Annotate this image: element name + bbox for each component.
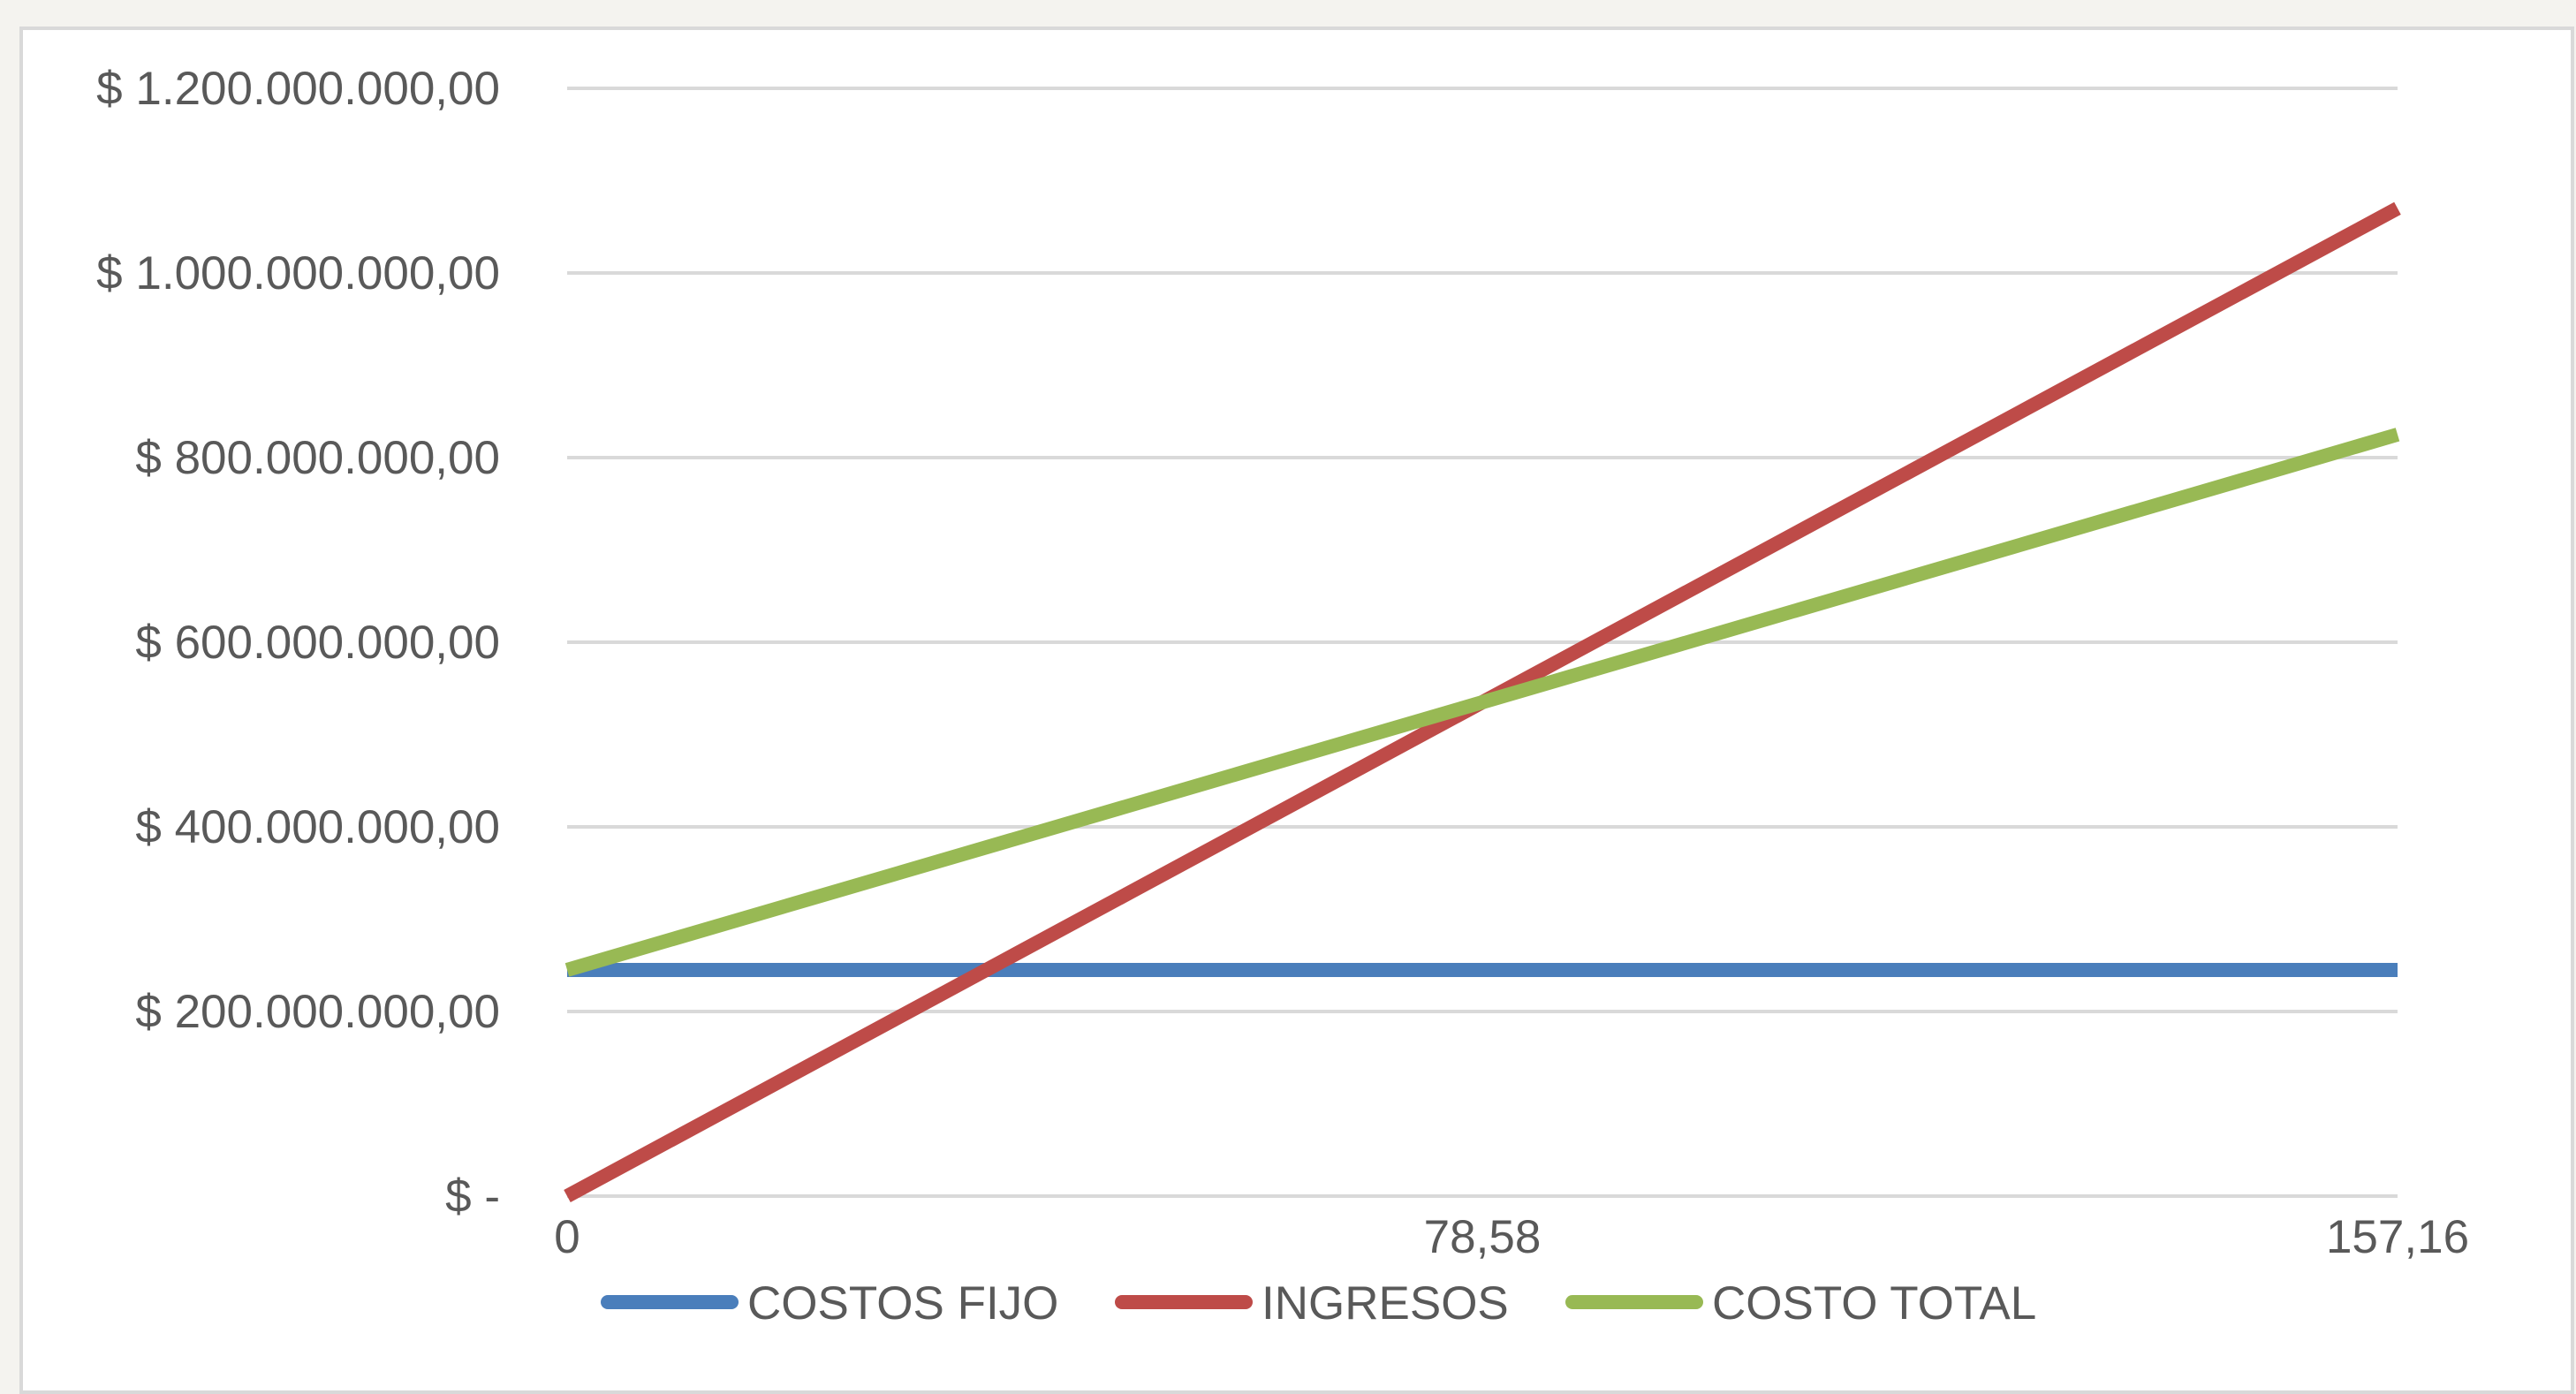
y-tick-label: $ 600.000.000,00 [135, 617, 500, 669]
x-tick-label: 0 [554, 1211, 580, 1263]
y-tick-label: $ 1.200.000.000,00 [96, 63, 500, 115]
legend-label: COSTO TOTAL [1712, 1277, 2036, 1330]
legend-label: INGRESOS [1261, 1277, 1509, 1330]
x-tick-label: 157,16 [2326, 1211, 2469, 1263]
series-line [564, 428, 2400, 977]
y-tick-label: $ - [445, 1171, 500, 1223]
legend-label: COSTOS FIJO [747, 1277, 1058, 1330]
y-tick-label: $ 800.000.000,00 [135, 432, 500, 484]
y-tick-label: $ 200.000.000,00 [135, 986, 500, 1038]
y-tick-label: $ 1.000.000.000,00 [96, 247, 500, 299]
chart-frame: $ - $ 200.000.000,00 $ 400.000.000,00 $ 600… [19, 27, 2574, 1394]
x-tick-label: 78,58 [1424, 1211, 1542, 1263]
y-tick-label: $ 400.000.000,00 [135, 801, 500, 853]
line-chart: $ - $ 200.000.000,00 $ 400.000.000,00 $ 600… [96, 63, 2469, 1330]
